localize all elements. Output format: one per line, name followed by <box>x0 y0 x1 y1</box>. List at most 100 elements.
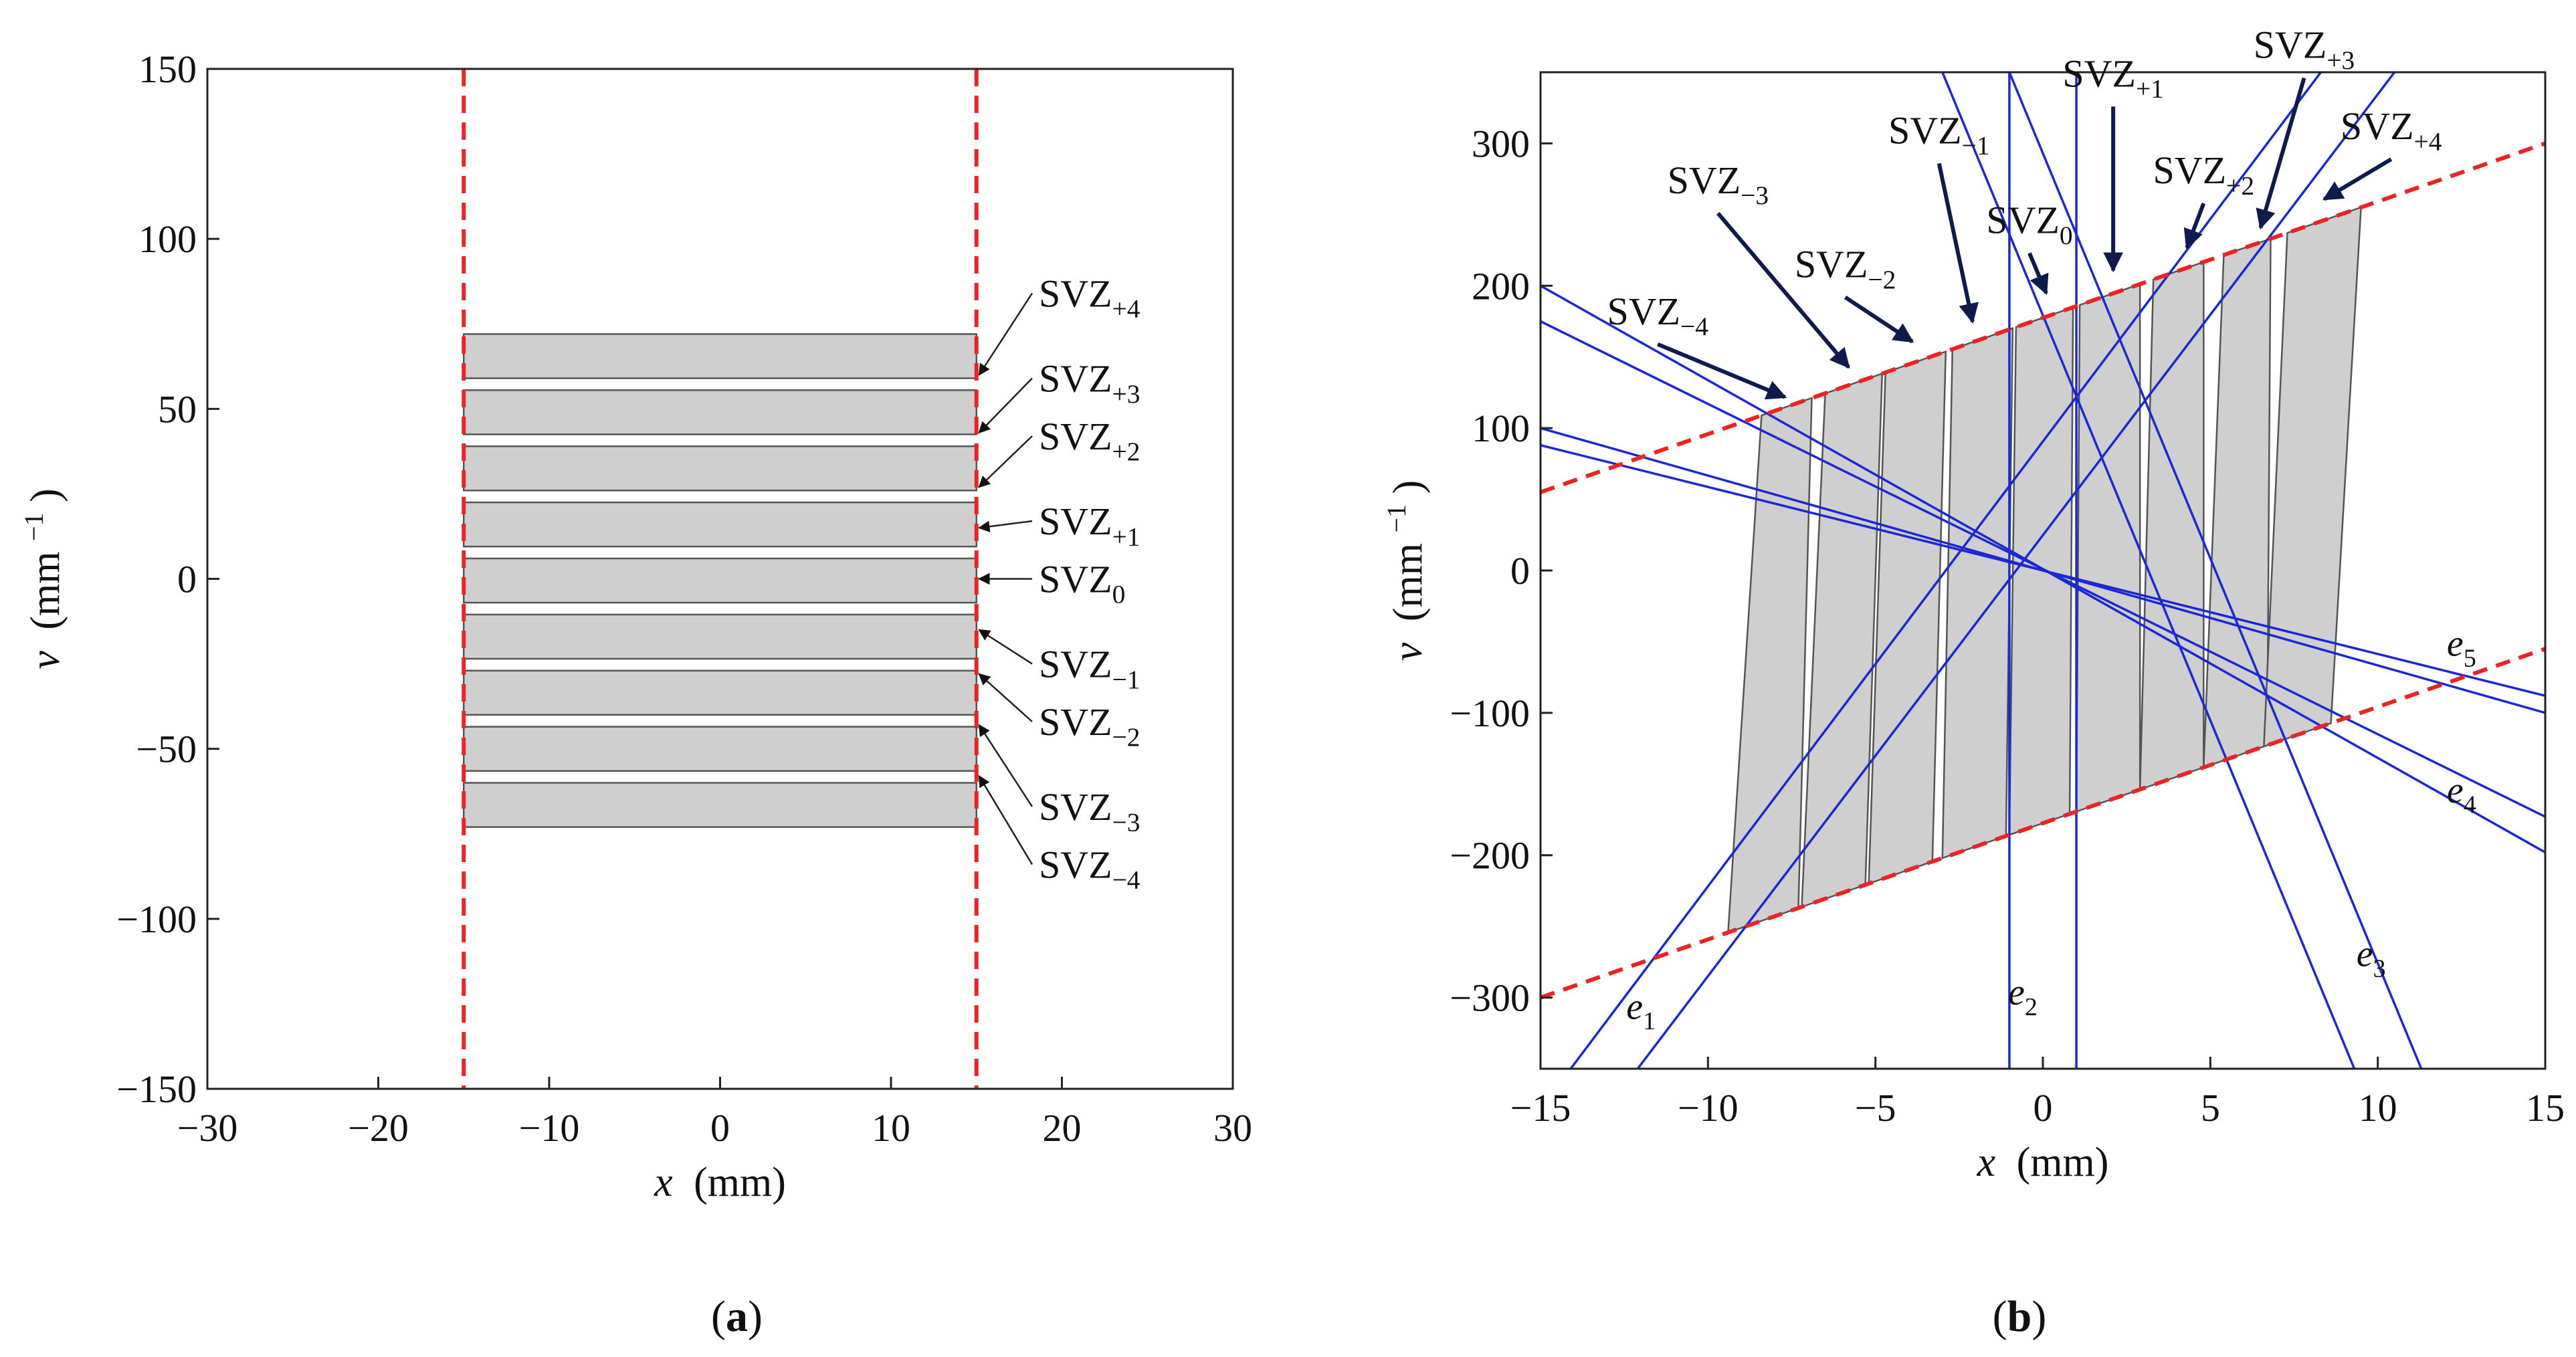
panel-b-x-tick-label: −15 <box>1510 1086 1571 1130</box>
panel-a-zone-label: SVZ0 <box>1039 558 1125 609</box>
panel-a-zone-+4 <box>463 333 977 379</box>
panel-a-zone-−1 <box>463 613 977 660</box>
panel-b-x-axis-label: x (mm) <box>1977 1140 2109 1185</box>
panel-a-y-tick-label: −50 <box>136 728 197 771</box>
panel-a-annotation-arrow <box>978 724 1033 807</box>
panel-b-zone-+4 <box>2263 206 2362 748</box>
panel-a-zone-label: SVZ+2 <box>1039 415 1141 466</box>
panel-a-zone-label: SVZ+4 <box>1039 272 1141 324</box>
panel-a-annotation-arrow <box>978 673 1033 722</box>
panel-b-label-letter: b <box>2007 1292 2032 1341</box>
panel-a-zone-+1 <box>463 501 977 548</box>
panel-b-zone-label: SVZ+4 <box>2341 104 2442 156</box>
panel-b-annotation-arrow <box>2027 252 2049 296</box>
panel-b-zone-label: SVZ+1 <box>2062 51 2164 103</box>
panel-a-y-tick-label: 150 <box>138 47 197 91</box>
panel-a-x-tick-label: 30 <box>1213 1106 1252 1150</box>
panel-a-zone-−2 <box>463 669 977 716</box>
panel-b-annotation-arrow <box>2256 77 2306 230</box>
panel-a-x-tick-label: 10 <box>872 1106 910 1150</box>
panel-b-zone-label: SVZ0 <box>1986 199 2072 250</box>
panel-b-y-tick-label: −100 <box>1450 692 1530 735</box>
panel-a-annotation-arrow <box>978 292 1033 376</box>
panel-b-x-tick-label: 5 <box>2201 1086 2220 1130</box>
panel-a-zone-+2 <box>463 445 977 492</box>
panel-a-annotation-arrow <box>978 377 1033 434</box>
panel-a-annotation-arrow <box>978 629 1033 665</box>
panel-b-y-tick-label: 0 <box>1510 549 1530 593</box>
panel-a-x-var: x <box>654 1160 673 1205</box>
panel-b-y-tick-label: −200 <box>1450 834 1530 877</box>
panel-b-zone-+3 <box>2202 237 2272 769</box>
panel-b-solution-line <box>1941 72 2356 1069</box>
panel-b-solution-line <box>1569 72 2322 1069</box>
panel-b-annotation-arrow <box>1716 211 1850 369</box>
panel-a-zone-label: SVZ−4 <box>1039 843 1141 895</box>
panel-b-zone-label: SVZ+3 <box>2254 23 2355 75</box>
panel-a-x-axis-label: x (mm) <box>654 1160 786 1205</box>
panel-b-y-unit-exp: −1 <box>1381 504 1411 533</box>
panel-b-y-tick-label: 100 <box>1472 407 1530 450</box>
panel-b-x-tick-label: −10 <box>1678 1086 1739 1130</box>
panel-a-label: (a) <box>711 1292 763 1341</box>
panel-b-zone-label: SVZ+2 <box>2153 148 2255 200</box>
panel-b-annotation-arrow <box>2183 202 2206 250</box>
panel-a-y-tick-label: −150 <box>116 1067 197 1111</box>
panel-b-x-var: x <box>1977 1140 1996 1185</box>
panel-b-y-unit-post: ) <box>1385 480 1431 494</box>
panel-a-y-tick-label: 0 <box>177 558 197 601</box>
panel-a-y-unit-pre: (mm <box>23 552 68 630</box>
panel-b-x-tick-label: 15 <box>2526 1086 2565 1130</box>
panel-b-x-tick-label: 0 <box>2034 1086 2053 1130</box>
panel-a-x-tick-label: 20 <box>1043 1106 1082 1150</box>
panel-a-annotation-arrow <box>978 435 1033 488</box>
panel-a-zone-label: SVZ+3 <box>1039 357 1141 409</box>
panel-b-annotation-arrow <box>1937 163 1979 324</box>
panel-a-zone-0 <box>463 557 977 604</box>
panel-b-line-label: e4 <box>2447 770 2476 819</box>
panel-b-zone-−4 <box>1727 397 1813 934</box>
panel-a-x-tick-label: −10 <box>519 1106 580 1150</box>
panel-a-x-tick-label: 0 <box>710 1106 730 1150</box>
panel-b-zone-+2 <box>2139 260 2205 791</box>
panel-a-y-unit-post: ) <box>23 488 68 502</box>
panel-b-x-tick-label: −5 <box>1855 1086 1896 1130</box>
panel-b-label: (b) <box>1993 1292 2047 1341</box>
panel-b-y-unit-pre: (mm <box>1385 543 1431 621</box>
panel-b-y-tick-label: 300 <box>1472 122 1530 165</box>
panel-b-annotation-arrow <box>1844 296 1914 344</box>
panel-a-zone-label: SVZ−1 <box>1039 643 1141 694</box>
panel-b-line-label: e1 <box>1626 986 1656 1036</box>
panel-b-y-var: ν <box>1385 642 1431 661</box>
panel-b-zone-label: SVZ−4 <box>1607 290 1708 341</box>
panel-b-solution-line <box>1541 320 2545 818</box>
panel-a-y-axis-label: ν (mm −1 ) <box>7 488 68 669</box>
panel-a-y-unit-exp: −1 <box>19 512 49 541</box>
panel-b-zone-label: SVZ−1 <box>1888 108 1990 160</box>
panel-b-x-tick-label: 10 <box>2359 1086 2397 1130</box>
panel-a-x-unit: (mm) <box>694 1160 786 1205</box>
panel-b-solution-line <box>1541 443 2545 698</box>
panel-b-zone-label: SVZ−3 <box>1668 159 1769 210</box>
panel-b-boundary-line <box>1541 647 2545 1000</box>
panel-a-y-tick-label: −100 <box>116 898 197 941</box>
panel-a-y-tick-label: 100 <box>138 217 197 261</box>
panel-b-annotation-arrow <box>2322 157 2393 201</box>
panel-b-y-axis-label: ν (mm −1 ) <box>1369 480 1431 661</box>
panel-a-zone-label: SVZ+1 <box>1039 500 1141 551</box>
panel-a-x-tick-label: −30 <box>177 1106 238 1150</box>
panel-a-zone-label: SVZ−3 <box>1039 785 1141 837</box>
panel-b-solution-line <box>2008 72 2423 1069</box>
panel-b-line-label: e2 <box>2008 972 2038 1021</box>
panel-b-x-unit: (mm) <box>2017 1140 2109 1185</box>
panel-a-zone-label: SVZ−2 <box>1039 700 1141 752</box>
panel-a-y-var: ν <box>23 651 68 669</box>
panel-b-boundary-line <box>1541 141 2545 494</box>
panel-b-zone-−1 <box>1941 327 2014 859</box>
panel-a-annotation-arrow <box>978 774 1033 865</box>
panel-a-x-tick-label: −20 <box>348 1106 409 1150</box>
panel-b-y-tick-label: −300 <box>1450 976 1530 1020</box>
panel-a-zone-−3 <box>463 726 977 772</box>
